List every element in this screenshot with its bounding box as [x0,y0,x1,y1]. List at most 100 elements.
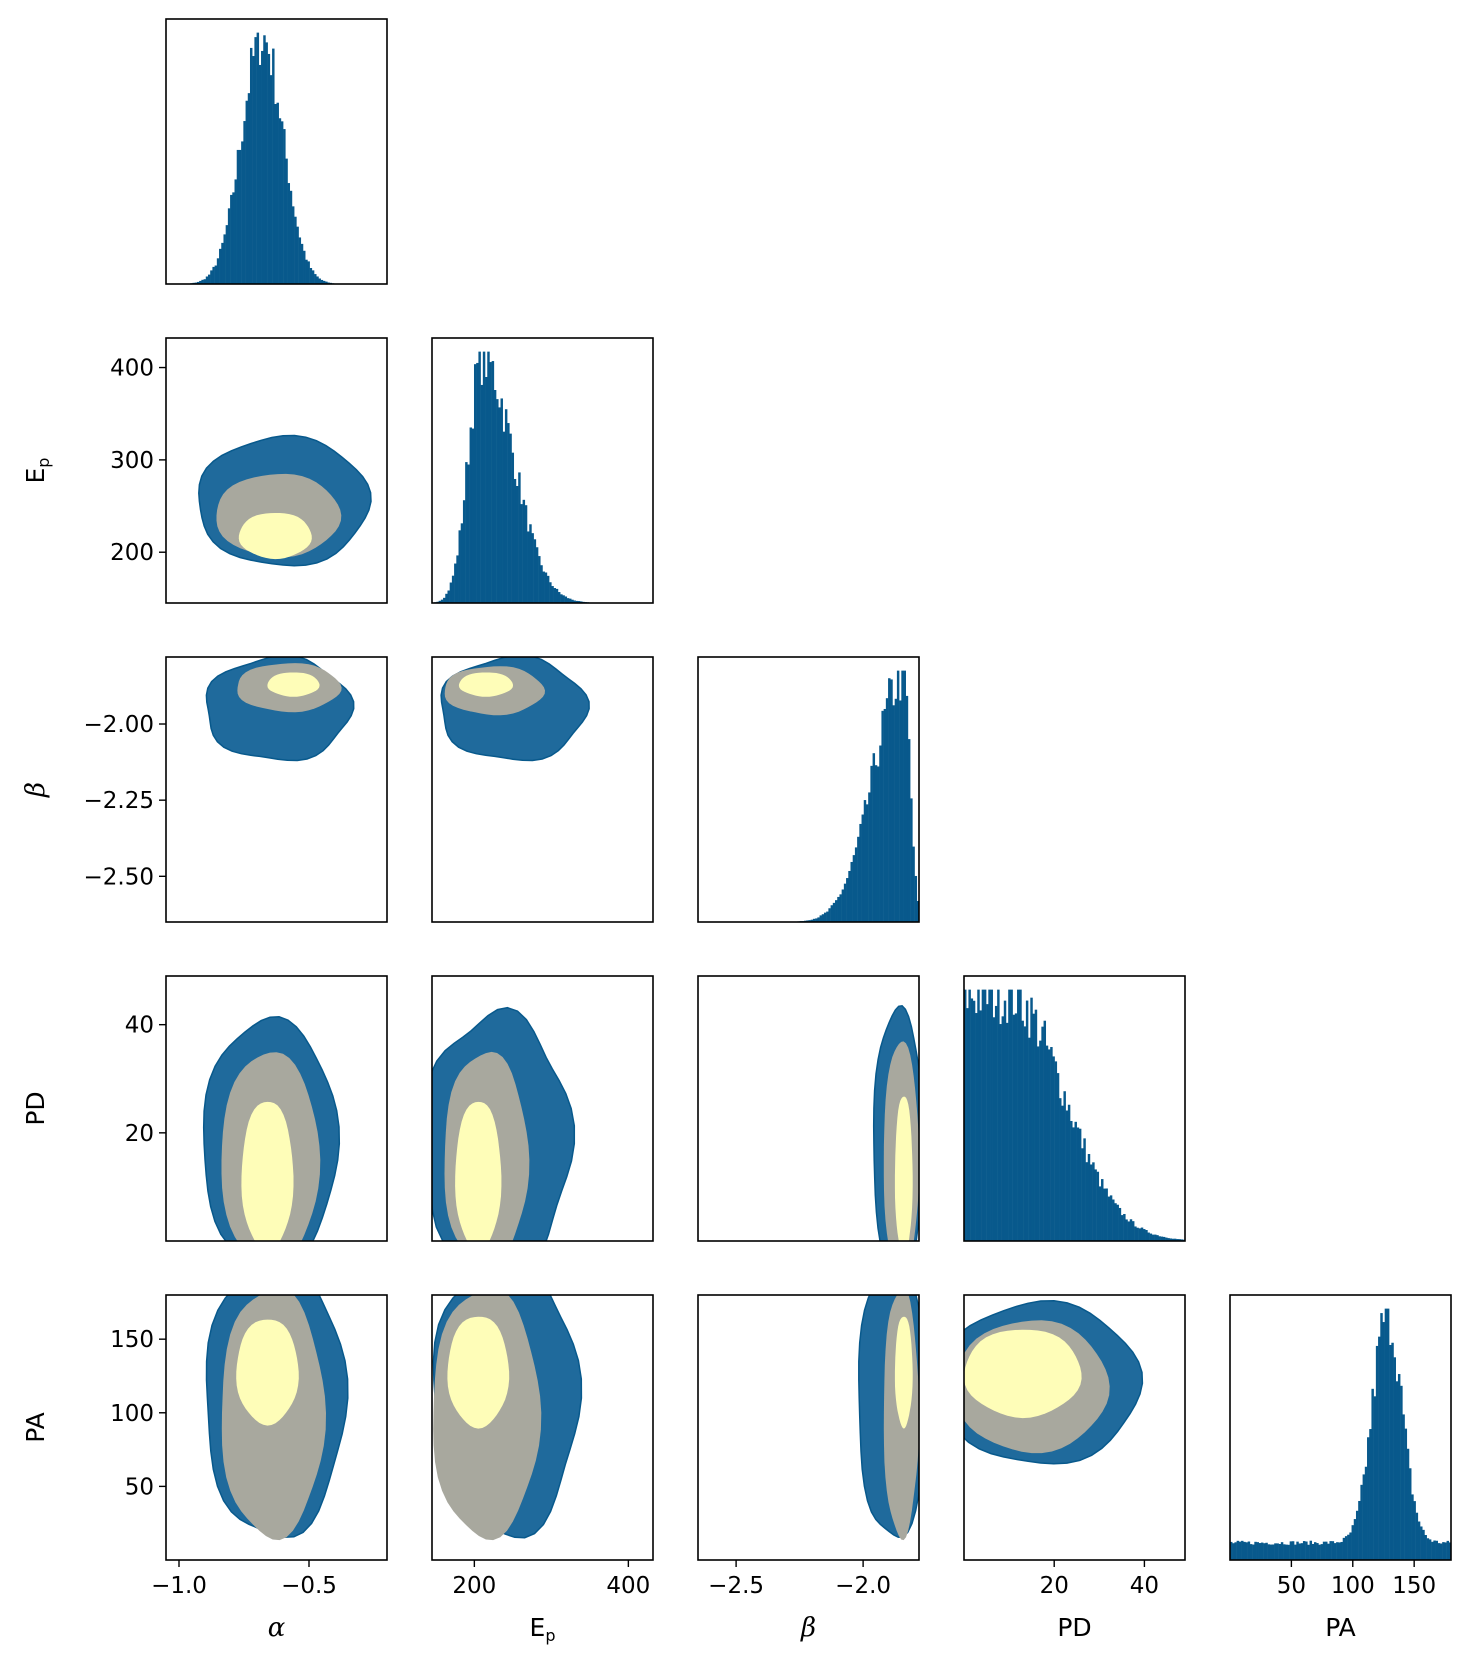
contour-level-3 [458,672,513,697]
histogram-bar [1276,1543,1279,1560]
histogram-bar [531,533,534,603]
panel-frame-alpha-Ep [165,337,388,604]
histogram-bar [318,278,321,284]
histogram-bar [1114,1203,1117,1241]
histogram-bar [549,582,552,603]
histogram-bar [1307,1544,1310,1560]
histogram-bar [283,129,286,284]
histogram-bar [1001,1016,1005,1241]
x-axis-label-Ep: Ep [530,1613,556,1645]
histogram-bar [555,588,559,603]
histogram-bar [542,571,545,603]
histogram-bar [219,248,222,284]
histogram-bar [972,1000,976,1241]
histogram-bar [1291,1541,1295,1560]
histogram-bar [1154,1234,1157,1241]
histogram-bar [1435,1540,1438,1560]
histogram-bar [247,93,251,285]
y-tick-label: 150 [110,1327,154,1353]
x-tick-label: −2.5 [708,1573,764,1599]
histogram-bar [454,563,457,603]
histogram-bar [1171,1238,1175,1241]
histogram-bar [1021,1020,1024,1241]
histogram-bar [1028,1037,1031,1241]
histogram-bar [1019,989,1022,1241]
x-tick-label: −2.0 [835,1573,891,1599]
histogram-bar [1105,1188,1108,1241]
histogram-bar [1274,1543,1277,1560]
histogram-bar [892,705,895,922]
histogram-bar [465,462,468,603]
x-tick-label: −1.0 [151,1573,207,1599]
histogram-bar [1437,1543,1441,1560]
histogram-bar [1078,1128,1082,1241]
histogram-bar [1384,1308,1388,1560]
contour-level-3 [236,1319,299,1426]
histogram-bar [1034,1009,1038,1241]
histogram-bar [513,478,517,603]
histogram-bar [307,261,310,284]
x-tick-label: 150 [1392,1573,1436,1599]
histogram-bar [881,710,884,922]
histogram-bar [968,989,971,1241]
histogram-bar [1116,1204,1119,1241]
contour-level-3 [447,1316,510,1429]
histogram-bar [859,823,862,922]
histogram-bar [1311,1543,1315,1560]
x-tick-label: 40 [1130,1573,1159,1599]
histogram-bar [573,600,576,603]
histogram-bar [819,915,823,922]
histogram-bar [1267,1544,1271,1560]
histogram-bar [1241,1540,1244,1560]
histogram-bar [278,118,282,284]
histogram-bar [223,234,226,284]
histogram-Ep [434,351,590,603]
histogram-bar [1014,1013,1018,1241]
histogram-bar [498,407,501,603]
contour-level-3 [267,672,320,697]
histogram-bar [1076,1127,1080,1241]
histogram-bar [212,266,215,284]
histogram-bar [1012,1014,1016,1241]
histogram-bar [557,592,561,603]
histogram-bar [564,596,568,603]
histogram-bar [249,47,253,284]
histogram-bar [1149,1233,1153,1241]
histogram-bar [1134,1226,1137,1241]
histogram-bar [272,48,275,285]
contour-level-3 [241,1101,294,1241]
histogram-bar [1030,997,1033,1241]
histogram-bar [890,679,893,922]
y-tick-label: 300 [110,448,154,474]
histogram-bar [979,1010,982,1241]
histogram-bar [227,208,231,284]
histogram-bar [1052,1056,1055,1241]
histogram-bar [1145,1230,1148,1241]
panel-frame-beta-PA [697,1294,920,1561]
contour-PD-PA [964,1300,1144,1465]
histogram-bar [1382,1322,1385,1560]
histogram-bar [1397,1374,1401,1560]
histogram-bar [522,499,526,603]
contour-beta-PA [858,1295,919,1541]
histogram-bar [812,918,816,922]
histogram-bar [1129,1219,1133,1241]
histogram-bar [214,265,218,284]
histogram-bar [1083,1138,1086,1241]
histogram-bar [518,472,521,603]
histogram-bar [480,384,484,603]
histogram-bar [870,765,873,922]
histogram-bar [1074,1121,1077,1241]
x-tick-label: 200 [452,1573,496,1599]
histogram-bar [216,258,220,284]
histogram-bar [1107,1196,1111,1241]
histogram-bar [553,588,557,603]
histogram-bar [1160,1236,1164,1241]
histogram-bar [1256,1542,1259,1560]
histogram-bar [863,800,867,922]
histogram-bar [489,362,492,603]
histogram-bar [1431,1541,1434,1560]
histogram-bar [1101,1179,1104,1241]
y-tick-label: 50 [125,1474,154,1500]
